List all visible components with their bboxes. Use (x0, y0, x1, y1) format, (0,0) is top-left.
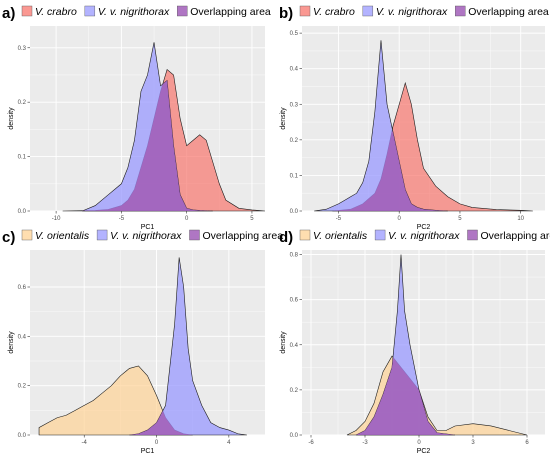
legend-swatch (21, 5, 33, 17)
y-tick-label: 0.0 (18, 433, 27, 439)
legend-swatch (299, 229, 311, 241)
legend-label: Overlapping area (468, 6, 549, 18)
y-tick-label: 0.2 (290, 388, 299, 394)
x-tick-label: -5 (119, 216, 125, 222)
legend-swatch (84, 5, 96, 17)
x-axis-title: PC1 (141, 448, 155, 454)
y-tick-label: 0.0 (290, 209, 299, 215)
legend-swatch (177, 5, 188, 17)
panel-4: d) V. orientalis V. v. nigrithorax Overlapp… (279, 229, 550, 454)
x-tick-label: -3 (362, 440, 368, 446)
panel-3: c) V. orientalis V. v. nigrithorax Overlapp… (2, 229, 283, 454)
legend-swatch (299, 5, 311, 17)
panel-1: a) V. crabro V. v. nigrithorax Overlapping … (2, 5, 271, 231)
y-axis-title: density (8, 107, 15, 130)
y-tick-label: 0.0 (290, 433, 299, 439)
x-tick-label: -10 (52, 216, 61, 222)
x-tick-label: 3 (471, 440, 475, 446)
overlap-area (332, 130, 448, 211)
legend-swatch (21, 229, 33, 241)
y-tick-label: 0.4 (18, 334, 27, 340)
y-tick-label: 0.1 (290, 173, 299, 179)
y-tick-label: 0.5 (290, 31, 299, 37)
y-axis-title: density (280, 107, 287, 130)
legend-swatch (467, 229, 478, 241)
x-tick-label: 0 (155, 440, 159, 446)
y-axis-title: density (8, 331, 15, 354)
x-tick-label: 0 (185, 216, 189, 222)
legend-swatch (189, 229, 200, 241)
legend-swatch (96, 229, 108, 241)
y-tick-label: 0.4 (290, 67, 299, 73)
legend-label: V. orientalis (313, 230, 368, 242)
y-axis-title: density (280, 331, 287, 354)
y-tick-label: 0.2 (18, 384, 27, 390)
y-tick-label: 0.1 (18, 155, 27, 161)
overlap-area (129, 411, 193, 435)
legend-label: Overlapping area (202, 230, 283, 242)
density-area-series-2 (355, 254, 456, 436)
x-tick-label: 10 (517, 216, 524, 222)
legend-label: Overlapping area (190, 6, 271, 18)
panel-letter: c) (2, 229, 15, 246)
x-tick-label: -6 (308, 440, 314, 446)
x-tick-label: 5 (458, 216, 462, 222)
legend-label: V. v. nigrithorax (388, 230, 460, 242)
x-tick-label: 6 (525, 440, 529, 446)
overlap-area (82, 80, 213, 211)
y-tick-label: 0.2 (290, 138, 299, 144)
panel-2: b) V. crabro V. v. nigrithorax Overlapping … (279, 5, 549, 231)
legend-label: V. v. nigrithorax (376, 6, 448, 18)
legend-swatch (374, 229, 386, 241)
y-tick-label: 0.3 (290, 102, 299, 108)
x-axis-title: PC2 (417, 224, 431, 231)
x-axis-title: PC1 (141, 224, 155, 231)
x-tick-label: -4 (82, 440, 88, 446)
x-tick-label: 5 (250, 216, 254, 222)
y-tick-label: 0.3 (18, 46, 27, 52)
y-tick-label: 0.2 (18, 100, 27, 106)
legend-label: V. v. nigrithorax (110, 230, 182, 242)
x-tick-label: 0 (398, 216, 402, 222)
legend-label: V. v. nigrithorax (98, 6, 170, 18)
legend-label: Overlapping area (480, 230, 550, 242)
y-tick-label: 0.8 (290, 253, 299, 259)
legend-label: V. orientalis (35, 230, 90, 242)
y-tick-label: 0.0 (18, 209, 27, 215)
overlap-area (356, 357, 455, 435)
legend-label: V. crabro (313, 6, 355, 18)
x-tick-label: 0 (417, 440, 421, 446)
y-tick-label: 0.4 (290, 343, 299, 349)
legend-swatch (455, 5, 466, 17)
legend-label: V. crabro (35, 6, 77, 18)
x-axis-title: PC2 (417, 448, 431, 454)
x-tick-label: -5 (336, 216, 342, 222)
y-tick-label: 0.6 (18, 285, 27, 291)
panel-letter: b) (279, 5, 293, 22)
y-tick-label: 0.6 (290, 298, 299, 304)
panel-letter: d) (279, 229, 293, 246)
legend-swatch (362, 5, 374, 17)
panel-letter: a) (2, 5, 15, 22)
x-tick-label: 4 (227, 440, 231, 446)
